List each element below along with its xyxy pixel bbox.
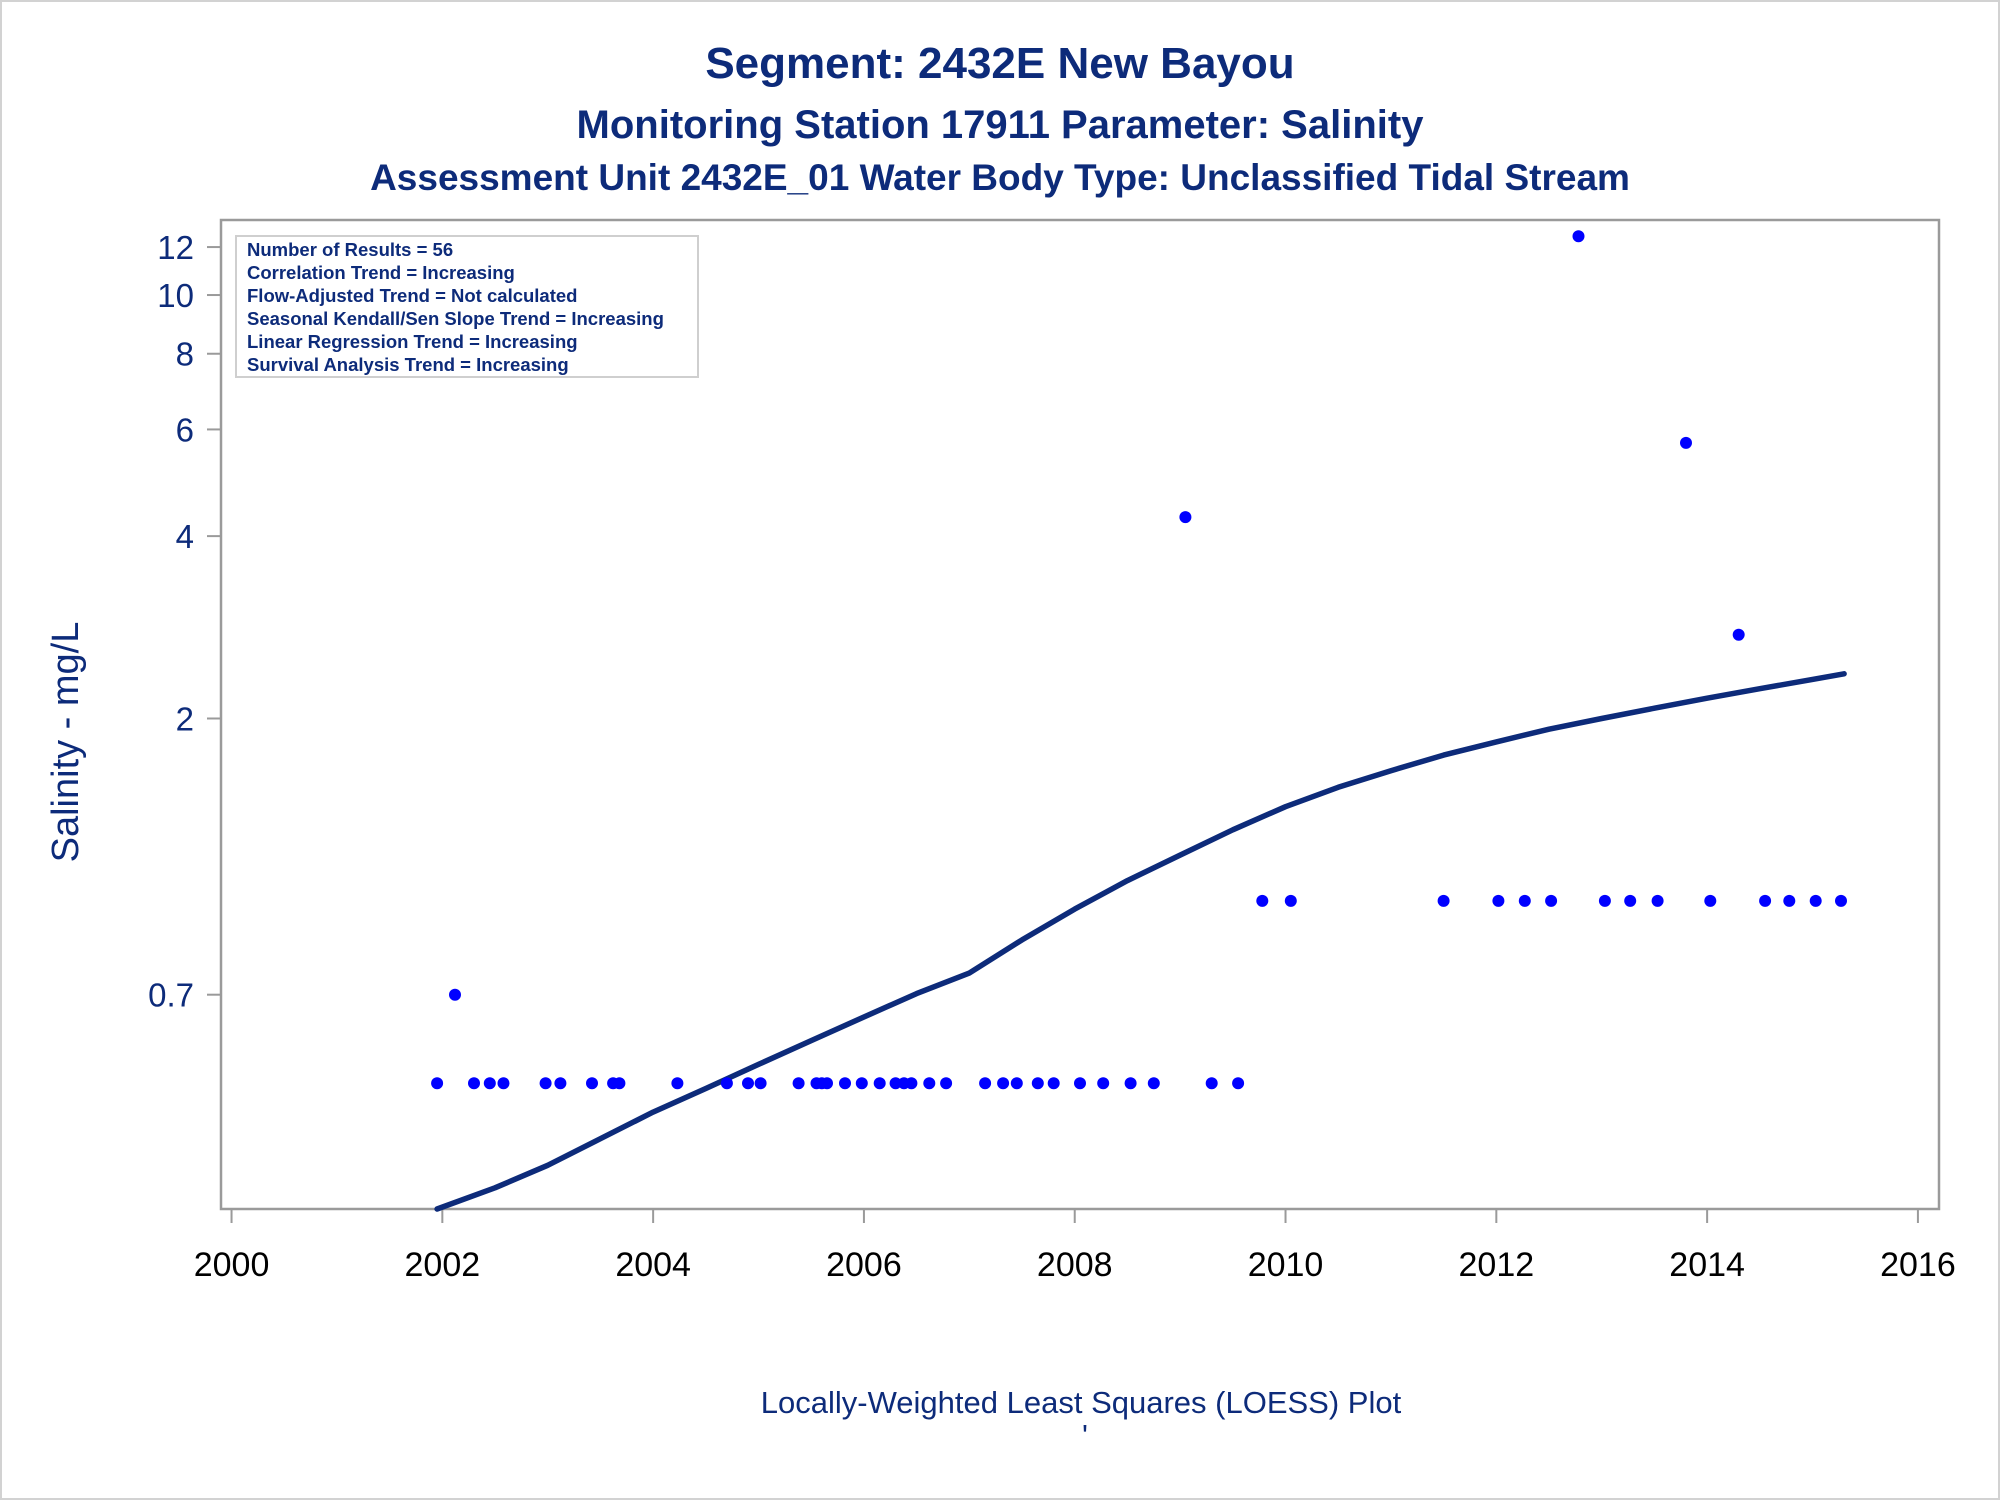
data-point xyxy=(1835,894,1847,907)
y-tick-label: 12 xyxy=(157,229,194,266)
data-point xyxy=(1074,1077,1086,1090)
data-point xyxy=(431,1077,444,1090)
x-tick-label: 2000 xyxy=(194,1246,270,1284)
data-point xyxy=(1732,628,1745,641)
data-points xyxy=(431,230,1847,1090)
data-point xyxy=(1437,894,1450,907)
data-point xyxy=(905,1077,918,1090)
x-tick-label: 2014 xyxy=(1669,1246,1745,1284)
data-point xyxy=(1680,436,1692,449)
data-point xyxy=(1010,1077,1023,1090)
data-point xyxy=(449,988,461,1001)
plot-footer: Locally-Weighted Least Squares (LOESS) P… xyxy=(761,1385,1402,1420)
x-tick-label: 2004 xyxy=(615,1246,691,1284)
data-point xyxy=(539,1077,552,1090)
data-point xyxy=(873,1077,886,1090)
x-tick-label: 2006 xyxy=(826,1246,902,1284)
data-point xyxy=(1097,1077,1110,1090)
data-point xyxy=(1284,894,1297,907)
data-point xyxy=(1205,1077,1218,1090)
x-tick-label: 2002 xyxy=(405,1246,481,1284)
chart-subtitle-2: Assessment Unit 2432E_01 Water Body Type… xyxy=(370,157,1630,198)
chart-title: Segment: 2432E New Bayou xyxy=(705,39,1294,88)
data-point xyxy=(1047,1077,1060,1090)
data-point xyxy=(855,1077,868,1090)
data-point xyxy=(1783,894,1796,907)
footer-mark: ' xyxy=(1082,1418,1088,1453)
data-point xyxy=(1031,1077,1044,1090)
data-point xyxy=(1232,1077,1245,1090)
stats-line-results: Number of Results = 56 xyxy=(247,239,453,260)
data-point xyxy=(497,1077,510,1090)
y-tick-label: 2 xyxy=(176,700,194,737)
data-point xyxy=(1624,894,1637,907)
data-point xyxy=(1704,894,1717,907)
y-tick-label: 6 xyxy=(176,411,194,448)
data-point xyxy=(1147,1077,1160,1090)
data-point xyxy=(1124,1077,1137,1090)
data-point xyxy=(1651,894,1664,907)
loess-line xyxy=(434,671,1847,1212)
y-tick-label: 10 xyxy=(157,277,194,314)
chart-subtitle: Monitoring Station 17911 Parameter: Sali… xyxy=(577,103,1425,147)
x-tick-label: 2012 xyxy=(1459,1246,1535,1284)
data-point xyxy=(1492,894,1505,907)
data-point xyxy=(671,1077,684,1090)
data-point xyxy=(554,1077,567,1090)
data-point xyxy=(1179,511,1192,524)
data-point xyxy=(1545,894,1558,907)
x-tick-label: 2016 xyxy=(1880,1246,1956,1284)
data-point xyxy=(1518,894,1531,907)
data-point xyxy=(923,1077,936,1090)
stats-line-survival: Survival Analysis Trend = Increasing xyxy=(247,354,569,375)
data-point xyxy=(1572,230,1585,243)
x-tick-label: 2010 xyxy=(1248,1246,1324,1284)
x-axis: 2000 2002 2004 2006 2008 2010 2012 2014 2016 xyxy=(194,1209,1956,1284)
stats-line-regression: Linear Regression Trend = Increasing xyxy=(247,331,578,352)
stats-line-kendall: Seasonal Kendall/Sen Slope Trend = Incre… xyxy=(247,308,664,329)
data-point xyxy=(483,1077,496,1090)
y-axis: 0.7 2 4 6 8 10 12 xyxy=(148,229,221,1014)
data-point xyxy=(940,1077,953,1090)
data-point xyxy=(792,1077,805,1090)
data-point xyxy=(613,1077,626,1090)
stats-legend-box xyxy=(235,235,699,378)
data-point xyxy=(1256,894,1269,907)
data-point xyxy=(1809,894,1822,907)
data-point xyxy=(1759,894,1772,907)
stats-line-correlation: Correlation Trend = Increasing xyxy=(247,262,515,283)
y-tick-label: 4 xyxy=(176,518,194,555)
data-point xyxy=(720,1077,733,1090)
stats-line-flow: Flow-Adjusted Trend = Not calculated xyxy=(247,285,577,306)
data-point xyxy=(742,1077,754,1090)
data-point xyxy=(839,1077,851,1090)
plot-area xyxy=(219,218,1941,1211)
data-point xyxy=(889,1077,902,1090)
data-point xyxy=(754,1077,767,1090)
y-tick-label: 0.7 xyxy=(148,977,194,1014)
data-point xyxy=(1598,894,1611,907)
y-axis-label: Salinity - mg/L xyxy=(45,622,87,863)
x-tick-label: 2008 xyxy=(1037,1246,1113,1284)
stats-legend: Number of Results = 56 Correlation Trend… xyxy=(235,235,699,378)
data-point xyxy=(979,1077,992,1090)
data-point xyxy=(586,1077,598,1090)
data-point xyxy=(997,1077,1010,1090)
data-point xyxy=(821,1077,833,1090)
y-tick-label: 8 xyxy=(176,336,194,373)
data-point xyxy=(468,1077,480,1090)
